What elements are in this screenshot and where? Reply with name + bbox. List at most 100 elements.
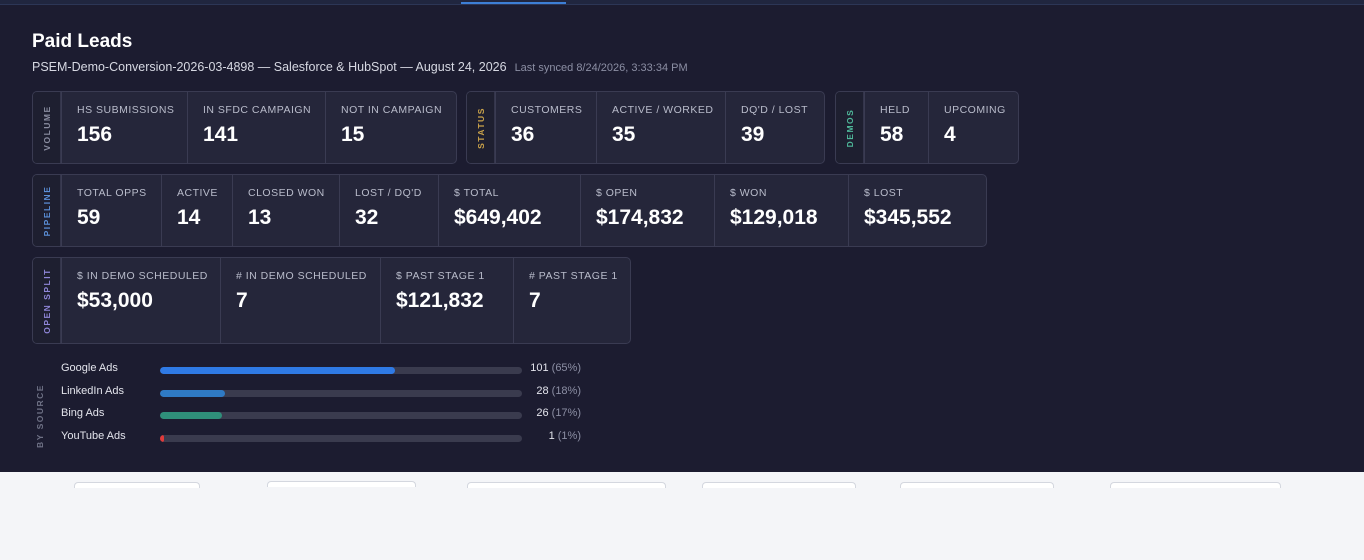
- source-row-bing: Bing Ads 26 (17%): [61, 407, 601, 423]
- status-label-text: STATUS: [475, 106, 486, 149]
- source-name: Google Ads: [61, 362, 118, 374]
- stat-held: HELD 58: [864, 92, 928, 163]
- stat-dollar-lost: $ LOST $345,552: [848, 175, 986, 246]
- stat-not-in-campaign: NOT IN CAMPAIGN 15: [325, 92, 456, 163]
- stat-label: HS SUBMISSIONS: [77, 104, 175, 116]
- stat-value: 58: [880, 123, 904, 146]
- lower-tab-5[interactable]: [900, 482, 1054, 488]
- stat-label: ACTIVE / WORKED: [612, 104, 714, 116]
- stat-closed-won: CLOSED WON 13: [232, 175, 339, 246]
- stat-label: CLOSED WON: [248, 187, 325, 199]
- stat-active-worked: ACTIVE / WORKED 35: [596, 92, 725, 163]
- stat-value: 35: [612, 123, 636, 146]
- stat-label: CUSTOMERS: [511, 104, 583, 116]
- demos-label-text: DEMOS: [844, 108, 855, 147]
- status-group-label: STATUS: [467, 92, 495, 163]
- stat-value: 36: [511, 123, 535, 146]
- stat-label: HELD: [880, 104, 911, 116]
- stat-label: $ PAST STAGE 1: [396, 270, 485, 282]
- source-name: Bing Ads: [61, 407, 105, 419]
- source-count: 1 (1%): [549, 430, 581, 442]
- stat-label: $ TOTAL: [454, 187, 499, 199]
- open-split-label-text: OPEN SPLIT: [41, 267, 52, 334]
- source-count-value: 1: [548, 430, 555, 442]
- stat-active: ACTIVE 14: [161, 175, 232, 246]
- stat-label: $ WON: [730, 187, 767, 199]
- stat-label: # IN DEMO SCHEDULED: [236, 270, 367, 282]
- lower-tab-2[interactable]: [267, 481, 416, 487]
- stat-label: NOT IN CAMPAIGN: [341, 104, 443, 116]
- lower-tab-1[interactable]: [74, 482, 200, 488]
- stat-value: 7: [236, 289, 248, 312]
- demos-group: DEMOS HELD 58 UPCOMING 4: [835, 91, 1019, 164]
- stat-value: $129,018: [730, 206, 818, 229]
- volume-label-text: VOLUME: [41, 104, 52, 151]
- pipeline-group: PIPELINE TOTAL OPPS 59 ACTIVE 14 CLOSED WO…: [32, 174, 987, 247]
- top-tab-bar: [0, 0, 1364, 5]
- stat-value: 59: [77, 206, 101, 229]
- pipeline-group-label: PIPELINE: [33, 175, 61, 246]
- by-source-label-text: BY SOURCE: [35, 384, 45, 448]
- page-title: Paid Leads: [32, 31, 133, 52]
- source-bar-fill: [160, 435, 164, 442]
- source-percent: (1%): [557, 430, 581, 442]
- page-subtitle: PSEM-Demo-Conversion-2026-03-4898 — Sale…: [32, 60, 688, 74]
- stat-label: $ LOST: [864, 187, 904, 199]
- stat-label: $ OPEN: [596, 187, 638, 199]
- open-split-group-label: OPEN SPLIT: [33, 258, 61, 343]
- source-count-value: 26: [536, 407, 549, 419]
- source-count: 28 (18%): [536, 385, 581, 397]
- stat-value: $53,000: [77, 289, 153, 312]
- stat-total-opps: TOTAL OPPS 59: [61, 175, 161, 246]
- source-bar-fill: [160, 412, 222, 419]
- source-name: LinkedIn Ads: [61, 385, 124, 397]
- stat-value: 32: [355, 206, 379, 229]
- stat-dqd-lost: DQ'D / LOST 39: [725, 92, 824, 163]
- lower-tab-6[interactable]: [1110, 482, 1281, 488]
- stat-customers: CUSTOMERS 36: [495, 92, 596, 163]
- source-bar-fill: [160, 367, 396, 374]
- pipeline-label-text: PIPELINE: [41, 185, 52, 236]
- active-tab-indicator[interactable]: [461, 2, 566, 4]
- volume-group-label: VOLUME: [33, 92, 61, 163]
- source-count: 26 (17%): [536, 407, 581, 419]
- stat-value: $121,832: [396, 289, 484, 312]
- volume-group: VOLUME HS SUBMISSIONS 156 IN SFDC CAMPAIG…: [32, 91, 457, 164]
- source-bar-track: [160, 435, 522, 442]
- stat-value: 14: [177, 206, 201, 229]
- stat-label: TOTAL OPPS: [77, 187, 147, 199]
- stat-value: $174,832: [596, 206, 684, 229]
- stat-upcoming: UPCOMING 4: [928, 92, 1018, 163]
- stat-count-past-stage-1: # PAST STAGE 1 7: [513, 258, 630, 343]
- stat-label: $ IN DEMO SCHEDULED: [77, 270, 208, 282]
- stat-label: DQ'D / LOST: [741, 104, 809, 116]
- source-bar-track: [160, 390, 522, 397]
- source-percent: (18%): [551, 385, 581, 397]
- stat-in-sfdc-campaign: IN SFDC CAMPAIGN 141: [187, 92, 325, 163]
- source-name: YouTube Ads: [61, 430, 126, 442]
- stat-count-in-demo-scheduled: # IN DEMO SCHEDULED 7: [220, 258, 380, 343]
- stat-value: 15: [341, 123, 365, 146]
- stat-label: # PAST STAGE 1: [529, 270, 618, 282]
- stat-value: 141: [203, 123, 239, 146]
- lower-tab-4[interactable]: [702, 482, 856, 488]
- stat-dollar-in-demo-scheduled: $ IN DEMO SCHEDULED $53,000: [61, 258, 220, 343]
- stat-value: 4: [944, 123, 956, 146]
- source-bar-track: [160, 367, 522, 374]
- stat-value: $345,552: [864, 206, 952, 229]
- source-row-linkedin: LinkedIn Ads 28 (18%): [61, 385, 601, 401]
- stat-dollar-open: $ OPEN $174,832: [580, 175, 714, 246]
- stat-hs-submissions: HS SUBMISSIONS 156: [61, 92, 187, 163]
- source-count: 101 (65%): [530, 362, 581, 374]
- source-bar-track: [160, 412, 522, 419]
- stat-lost-dqd: LOST / DQ'D 32: [339, 175, 438, 246]
- source-count-value: 101: [530, 362, 549, 374]
- source-percent: (65%): [551, 362, 581, 374]
- status-group: STATUS CUSTOMERS 36 ACTIVE / WORKED 35 DQ'…: [466, 91, 825, 164]
- subtitle-text: PSEM-Demo-Conversion-2026-03-4898 — Sale…: [32, 60, 507, 74]
- stat-value: 13: [248, 206, 272, 229]
- by-source-label: BY SOURCE: [34, 380, 46, 452]
- lower-tab-3[interactable]: [467, 482, 666, 488]
- open-split-group: OPEN SPLIT $ IN DEMO SCHEDULED $53,000 # …: [32, 257, 631, 344]
- source-bar-fill: [160, 390, 226, 397]
